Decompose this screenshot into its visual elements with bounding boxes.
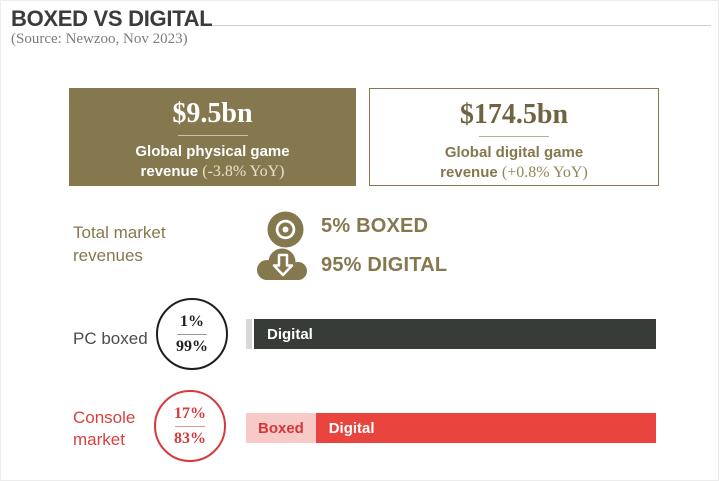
total-boxed-stat: 5% BOXED bbox=[321, 215, 429, 237]
console-boxed-percent: 17% bbox=[174, 404, 206, 422]
pc-bar-boxed-segment bbox=[246, 319, 252, 349]
cloud-download-icon bbox=[252, 248, 310, 285]
header-divider bbox=[213, 25, 711, 26]
console-bar-digital-label: Digital bbox=[328, 419, 375, 437]
digital-revenue-yoy: (+0.8% YoY) bbox=[501, 164, 588, 181]
console-ratio-circle: 17% 83% bbox=[154, 390, 226, 462]
pc-digital-percent: 99% bbox=[176, 337, 208, 355]
physical-revenue-card: $9.5bn Global physical game revenue (-3.… bbox=[69, 88, 356, 186]
physical-revenue-yoy: (-3.8% YoY) bbox=[202, 163, 285, 180]
ratio-divider bbox=[177, 333, 207, 335]
digital-revenue-value: $174.5bn bbox=[459, 99, 569, 130]
digital-revenue-card: $174.5bn Global digital game revenue (+0… bbox=[369, 88, 659, 186]
console-bar-digital-segment: Digital bbox=[315, 413, 656, 443]
total-market-label: Total market revenues bbox=[73, 223, 166, 265]
pc-ratio-circle: 1% 99% bbox=[156, 298, 228, 370]
disc-icon bbox=[267, 211, 304, 253]
physical-revenue-value: $9.5bn bbox=[172, 98, 253, 129]
console-bar-boxed-label: Boxed bbox=[258, 419, 304, 437]
source-note: (Source: Newzoo, Nov 2023) bbox=[11, 31, 188, 47]
console-digital-percent: 83% bbox=[174, 429, 206, 447]
pc-boxed-percent: 1% bbox=[180, 312, 204, 330]
console-bar-boxed-segment: Boxed bbox=[246, 413, 316, 443]
pc-row-label: PC boxed bbox=[73, 329, 148, 348]
physical-revenue-label-text: Global physical game revenue bbox=[135, 143, 290, 180]
pc-bar-digital-label: Digital bbox=[267, 325, 313, 343]
card-divider bbox=[479, 136, 549, 137]
page-title: BOXED VS DIGITAL bbox=[11, 6, 213, 31]
digital-revenue-label-text: Global digital game revenue bbox=[440, 144, 584, 181]
console-split-bar: Boxed Digital bbox=[246, 413, 656, 443]
pc-split-bar: Digital bbox=[246, 319, 656, 349]
pc-bar-digital-segment: Digital bbox=[254, 319, 656, 349]
physical-revenue-label: Global physical game revenue (-3.8% YoY) bbox=[113, 142, 313, 182]
ratio-divider bbox=[175, 425, 205, 427]
digital-revenue-label: Global digital game revenue (+0.8% YoY) bbox=[414, 143, 614, 183]
card-divider bbox=[177, 135, 248, 136]
console-row-label: Console market bbox=[73, 408, 136, 449]
total-digital-stat: 95% DIGITAL bbox=[321, 254, 448, 276]
